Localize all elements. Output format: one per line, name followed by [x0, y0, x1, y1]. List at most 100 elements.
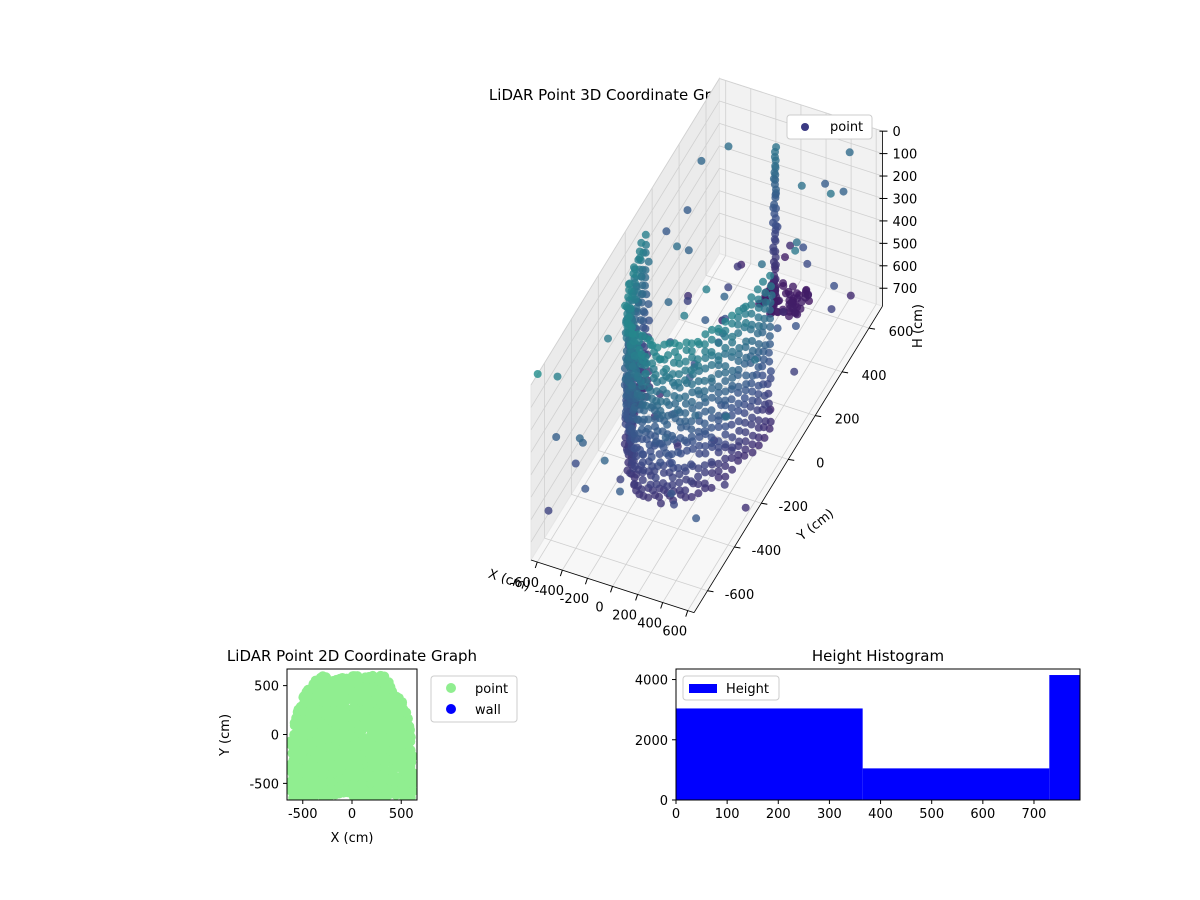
point-3d — [651, 370, 660, 379]
point-3d — [761, 417, 770, 426]
point-2d — [400, 760, 410, 771]
y-tick-mark — [841, 371, 849, 374]
point-3d — [748, 413, 757, 422]
point-2d — [389, 771, 400, 782]
point-3d — [687, 380, 696, 389]
point-3d — [728, 338, 737, 347]
y-tick-mark — [707, 590, 714, 593]
point-2d — [298, 738, 309, 749]
point-3d — [747, 309, 756, 318]
point-3d — [693, 337, 702, 346]
point-2d — [374, 721, 385, 732]
x-tick-label: 200 — [612, 608, 637, 623]
point-3d — [642, 359, 651, 368]
point-3d — [754, 423, 763, 432]
point-3d — [687, 432, 696, 441]
point-3d — [707, 374, 716, 383]
point-3d — [639, 307, 648, 316]
point-3d — [637, 391, 646, 400]
y-tick-mark — [788, 458, 795, 461]
point-3d — [646, 386, 655, 395]
point-3d — [754, 322, 763, 330]
point-3d — [700, 376, 709, 385]
point-3d — [748, 337, 756, 345]
point-3d — [708, 393, 716, 402]
point-2d — [341, 679, 352, 690]
point-3d — [673, 242, 681, 251]
point-3d — [701, 354, 710, 363]
point-3d — [637, 485, 646, 494]
point-3d — [648, 341, 657, 350]
point-3d — [683, 297, 692, 305]
point-3d — [741, 318, 750, 327]
point-2d — [383, 677, 394, 688]
point-3d — [741, 437, 750, 446]
point-3d — [714, 352, 723, 361]
point-3d — [721, 332, 730, 341]
point-3d — [641, 352, 650, 361]
x-tick-label: -500 — [288, 807, 318, 822]
x-tick-label: 0 — [348, 807, 356, 822]
point-3d — [630, 444, 639, 453]
z-tick-label: 100 — [892, 148, 917, 163]
point-3d — [675, 470, 684, 479]
point-3d — [638, 450, 647, 459]
y-tick-label: -500 — [249, 777, 279, 792]
point-3d — [714, 467, 723, 476]
point-3d — [675, 417, 684, 426]
point-3d — [652, 397, 661, 405]
point-3d — [714, 324, 723, 333]
grid-y-floor — [544, 537, 708, 592]
x-tick-label: 400 — [637, 617, 662, 632]
point-3d — [682, 338, 691, 347]
point-3d — [767, 291, 776, 300]
point-3d — [652, 480, 661, 489]
point-2d — [401, 707, 412, 718]
point-2d — [389, 748, 400, 759]
x-tick-mark — [660, 602, 664, 609]
plot-2d-legend: point wall — [430, 675, 518, 723]
point-3d — [692, 514, 701, 523]
point-3d — [695, 441, 704, 450]
point-3d — [742, 353, 751, 362]
point-3d — [616, 487, 624, 496]
point-3d — [637, 425, 646, 434]
point-3d — [754, 390, 763, 399]
point-3d — [728, 465, 737, 474]
point-3d — [681, 366, 690, 375]
y-tick-label: 0 — [660, 794, 668, 809]
point-3d — [707, 423, 716, 432]
point-3d — [687, 493, 696, 501]
point-3d — [707, 458, 716, 467]
histogram: Height Histogram 0 100 200 300 400 500 600 7000… — [635, 647, 1081, 822]
point-3d — [742, 337, 751, 346]
y-tick-label: 600 — [889, 325, 914, 340]
point-3d — [659, 468, 668, 477]
y-tick-label: 0 — [816, 456, 824, 471]
point-3d — [553, 372, 562, 381]
point-3d — [734, 450, 743, 459]
point-3d — [748, 387, 757, 396]
point-3d — [728, 381, 737, 390]
point-2d — [347, 764, 358, 775]
point-3d — [681, 493, 690, 502]
point-3d — [702, 285, 711, 294]
point-3d — [721, 326, 730, 335]
point-2d — [375, 670, 386, 681]
point-3d — [701, 449, 710, 458]
point-3d — [632, 452, 641, 461]
point-3d — [675, 486, 684, 495]
plot-3d-ticks: -600-400-2000200400600-600-400-200020040… — [510, 125, 918, 639]
point-2d — [352, 671, 363, 682]
point-3d — [635, 247, 644, 256]
point-3d — [660, 340, 669, 349]
point-3d — [741, 309, 750, 318]
point-2d — [313, 762, 324, 773]
point-3d — [728, 311, 736, 320]
point-3d — [734, 388, 743, 397]
point-3d — [635, 254, 644, 263]
plot-3d-legend-label: point — [830, 120, 863, 135]
x-tick-mark — [559, 569, 563, 577]
z-tick-label: 0 — [892, 125, 900, 140]
x-tick-label: 200 — [766, 807, 791, 822]
